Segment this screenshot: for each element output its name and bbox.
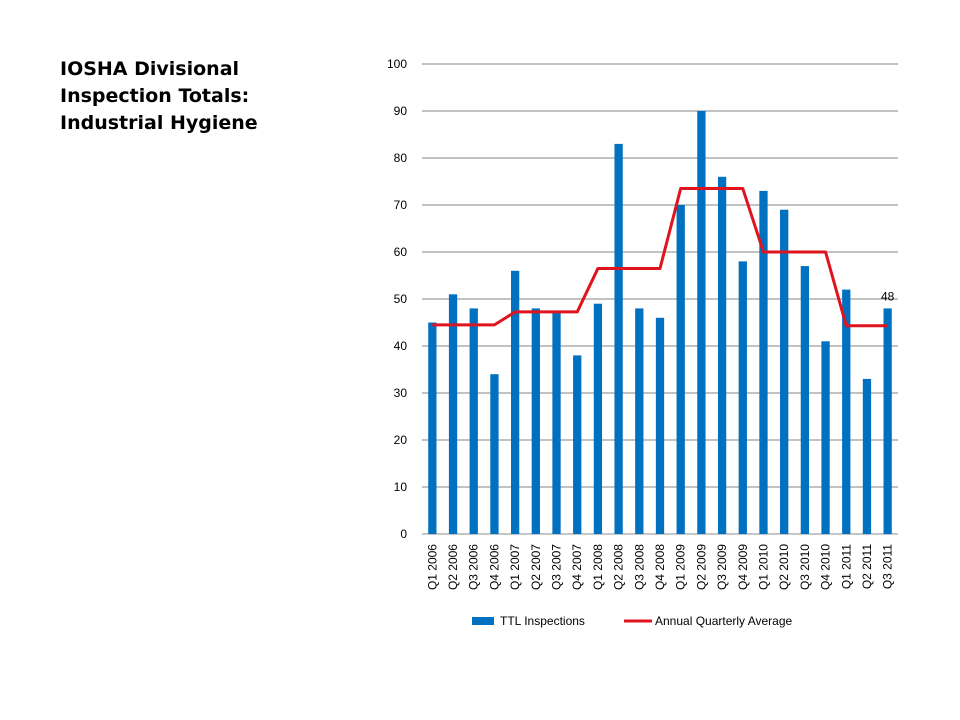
bar (593, 303, 603, 534)
x-tick-label: Q2 2011 (860, 544, 874, 589)
y-tick-label: 0 (400, 527, 407, 541)
y-tick-label: 20 (394, 433, 408, 447)
x-tick-label: Q2 2006 (446, 544, 460, 590)
y-tick-label: 90 (394, 104, 408, 118)
x-tick-label: Q4 2007 (570, 544, 584, 590)
y-tick-label: 60 (394, 245, 408, 259)
x-tick-label: Q1 2007 (508, 544, 522, 590)
slide-title: IOSHA Divisional Inspection Totals: Indu… (60, 56, 340, 137)
y-tick-label: 80 (394, 151, 408, 165)
legend: TTL Inspections Annual Quarterly Average (472, 614, 793, 628)
y-axis-tick-labels: 0 10 20 30 40 50 60 70 80 90 100 (387, 57, 407, 541)
x-axis-tick-labels: Q1 2006 Q2 2006 Q3 2006 Q4 2006 Q1 2007 Q2 20… (425, 544, 894, 590)
x-tick-label: Q2 2009 (694, 544, 708, 590)
bar (821, 341, 830, 534)
y-tick-label: 50 (394, 292, 408, 306)
y-tick-label: 100 (387, 57, 407, 71)
bar (552, 313, 561, 534)
bar-series-ttl-inspections (428, 111, 892, 535)
bar (573, 355, 582, 534)
average-line (432, 187, 888, 328)
slide-title-line-1: IOSHA Divisional (60, 58, 240, 80)
bar (717, 176, 727, 535)
y-tick-label: 10 (394, 480, 408, 494)
x-tick-label: Q2 2007 (529, 544, 543, 590)
y-tick-label: 40 (394, 339, 408, 353)
y-tick-label: 30 (394, 386, 408, 400)
bar (428, 322, 437, 534)
x-tick-label: Q4 2006 (487, 544, 501, 590)
x-tick-label: Q2 2008 (612, 544, 626, 590)
bar (800, 266, 810, 534)
line-series-annual-quarterly-average (432, 187, 888, 328)
x-tick-label: Q1 2010 (756, 544, 770, 590)
bar (738, 261, 747, 534)
x-tick-label: Q3 2006 (467, 544, 481, 590)
bar (780, 209, 789, 534)
bar (842, 289, 851, 534)
slide-title-line-3: Industrial Hygiene (60, 112, 258, 134)
bar (635, 308, 644, 534)
x-tick-label: Q3 2007 (550, 544, 564, 590)
x-tick-label: Q3 2011 (881, 544, 895, 589)
bar (510, 270, 520, 534)
x-tick-label: Q1 2006 (425, 544, 439, 590)
data-label: 48 (881, 289, 895, 303)
x-tick-label: Q1 2008 (591, 544, 605, 590)
bar (614, 143, 623, 534)
legend-label-ttl-inspections: TTL Inspections (500, 614, 585, 628)
x-tick-label: Q2 2010 (777, 544, 791, 590)
x-tick-label: Q4 2008 (653, 544, 667, 590)
x-tick-label: Q3 2010 (798, 544, 812, 590)
bar (655, 317, 665, 534)
legend-swatch-bar (472, 617, 494, 625)
bar (862, 378, 872, 534)
x-tick-label: Q3 2009 (715, 544, 729, 590)
bar (697, 111, 706, 534)
x-tick-label: Q4 2010 (819, 544, 833, 590)
bar (883, 308, 892, 534)
x-tick-label: Q3 2008 (632, 544, 646, 590)
bar (490, 374, 499, 534)
data-labels: 48 (881, 289, 895, 303)
bar (469, 308, 478, 534)
x-tick-label: Q4 2009 (736, 544, 750, 590)
slide-title-line-2: Inspection Totals: (60, 85, 250, 107)
bar (531, 308, 540, 534)
bar (676, 205, 685, 534)
x-tick-label: Q1 2011 (839, 544, 853, 589)
x-tick-label: Q1 2009 (674, 544, 688, 590)
bar (448, 294, 458, 534)
y-tick-label: 70 (394, 198, 408, 212)
bar (759, 190, 768, 534)
legend-label-annual-quarterly-average: Annual Quarterly Average (655, 614, 793, 628)
